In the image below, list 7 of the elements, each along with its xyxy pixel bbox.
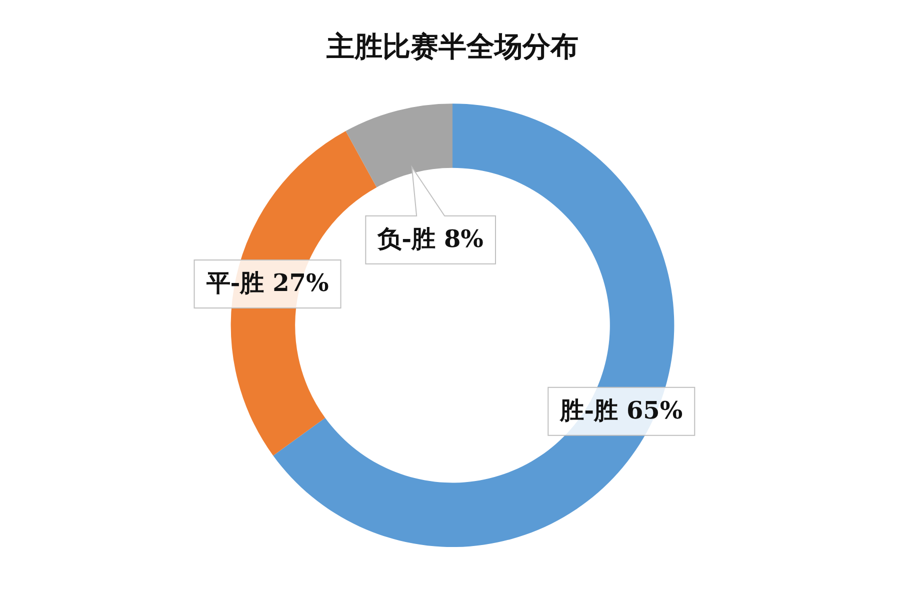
data-label: 65% (626, 396, 683, 425)
data-label: 8% (444, 224, 484, 254)
slice-label: 平-胜 (205, 268, 264, 298)
data-label: 27% (272, 268, 329, 298)
slice-label: 胜-胜 (559, 396, 618, 425)
slice-label: 负-胜 (376, 224, 436, 254)
chart-title: 主胜比赛半全场分布 (326, 30, 578, 64)
